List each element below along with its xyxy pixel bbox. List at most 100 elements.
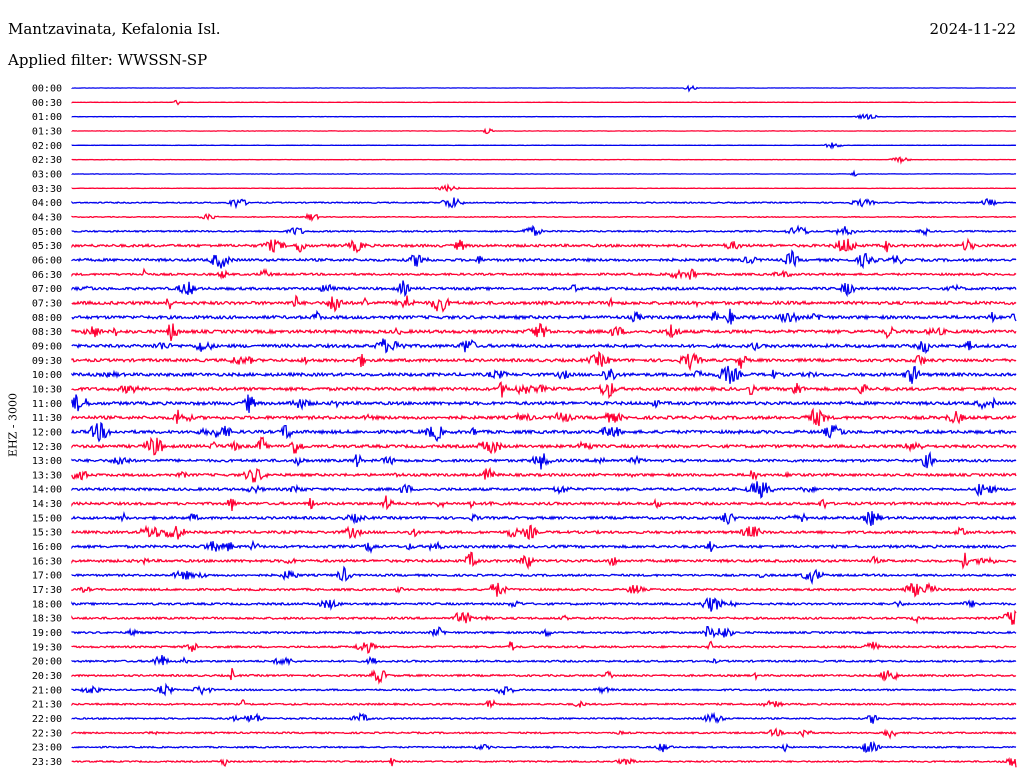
time-label: 14:30 — [32, 499, 62, 510]
time-label: 15:30 — [32, 528, 62, 539]
seismic-trace — [71, 84, 1016, 93]
seismic-trace — [71, 197, 1017, 210]
time-label: 21:30 — [32, 700, 62, 711]
time-label: 15:00 — [32, 513, 62, 524]
seismic-trace — [71, 156, 1017, 165]
seismic-trace — [71, 407, 1017, 427]
seismic-trace — [71, 565, 1017, 586]
seismic-trace — [71, 394, 1017, 413]
seismic-trace — [71, 582, 1017, 598]
time-label: 14:00 — [32, 485, 62, 496]
time-label: 23:30 — [32, 757, 62, 768]
time-label: 11:00 — [32, 399, 62, 410]
time-label: 19:00 — [32, 628, 62, 639]
time-label: 17:00 — [32, 571, 62, 582]
seismic-trace — [71, 350, 1017, 372]
seismic-trace — [71, 212, 1017, 222]
time-label: 04:00 — [32, 198, 62, 209]
date-label: 2024-11-22 — [929, 20, 1016, 38]
seismic-trace — [71, 682, 1017, 697]
seismic-trace — [71, 322, 1017, 342]
seismic-trace — [71, 280, 1017, 298]
seismic-trace — [71, 338, 1017, 355]
time-label: 22:30 — [32, 728, 62, 739]
time-label: 05:30 — [32, 241, 62, 252]
time-label: 09:30 — [32, 356, 62, 367]
time-label: 17:30 — [32, 585, 62, 596]
time-label: 21:00 — [32, 685, 62, 696]
time-label: 19:30 — [32, 642, 62, 653]
seismic-trace — [71, 625, 1017, 639]
seismic-trace — [71, 481, 1017, 499]
seismic-trace — [71, 237, 1017, 254]
seismic-trace — [71, 267, 1017, 280]
seismic-trace — [71, 224, 1017, 237]
time-label: 06:30 — [32, 270, 62, 281]
seismic-trace — [71, 711, 1017, 724]
seismic-trace — [71, 183, 1017, 193]
seismic-trace — [71, 609, 1017, 625]
seismic-trace — [71, 668, 1017, 685]
seismic-trace — [71, 127, 1017, 135]
seismic-trace — [71, 524, 1017, 541]
time-label: 23:00 — [32, 743, 62, 754]
time-label: 11:30 — [32, 413, 62, 424]
seismic-trace — [71, 365, 1017, 384]
station-title: Mantzavinata, Kefalonia Isl. — [8, 20, 221, 38]
time-label: 22:00 — [32, 714, 62, 725]
seismic-trace — [71, 381, 1017, 400]
seismic-trace — [71, 421, 1017, 443]
seismic-trace — [71, 551, 1017, 570]
time-label: 00:00 — [32, 84, 62, 95]
seismic-trace — [71, 756, 1017, 768]
time-label: 10:00 — [32, 370, 62, 381]
time-label: 02:30 — [32, 155, 62, 166]
time-label: 18:30 — [32, 614, 62, 625]
seismic-trace — [71, 511, 1017, 526]
seismic-trace — [71, 294, 1017, 313]
seismic-trace — [71, 451, 1017, 470]
seismic-trace — [71, 495, 1017, 511]
time-label: 20:30 — [32, 671, 62, 682]
time-label: 03:00 — [32, 169, 62, 180]
time-label: 13:00 — [32, 456, 62, 467]
time-label: 10:30 — [32, 384, 62, 395]
seismic-trace — [71, 169, 1017, 177]
time-label: 08:30 — [32, 327, 62, 338]
time-label: 13:30 — [32, 470, 62, 481]
time-label: 02:00 — [32, 141, 62, 152]
filter-label: Applied filter: WWSSN-SP — [8, 51, 208, 69]
time-label: 07:00 — [32, 284, 62, 295]
seismic-trace — [71, 699, 1017, 709]
time-label: 12:00 — [32, 427, 62, 438]
seismic-trace — [71, 249, 1017, 270]
seismic-trace — [71, 142, 1017, 150]
time-label: 01:00 — [32, 112, 62, 123]
time-label: 20:00 — [32, 657, 62, 668]
time-label: 09:00 — [32, 341, 62, 352]
seismic-trace — [71, 436, 1017, 456]
seismic-trace — [71, 640, 1017, 654]
time-label: 16:00 — [32, 542, 62, 553]
time-label: 12:30 — [32, 442, 62, 453]
time-label: 08:00 — [32, 313, 62, 324]
time-label: 06:00 — [32, 255, 62, 266]
seismic-trace — [71, 597, 1017, 612]
time-label: 03:30 — [32, 184, 62, 195]
seismic-trace — [71, 740, 1017, 754]
time-label: 01:30 — [32, 126, 62, 137]
seismic-trace — [71, 466, 1017, 483]
time-label: 04:30 — [32, 212, 62, 223]
seismic-trace — [71, 99, 1016, 106]
time-label: 07:30 — [32, 298, 62, 309]
time-label: 18:00 — [32, 599, 62, 610]
time-label: 00:30 — [32, 98, 62, 109]
seismic-trace — [71, 727, 1017, 740]
time-label: 16:30 — [32, 556, 62, 567]
seismic-trace — [71, 113, 1017, 121]
seismic-trace — [71, 539, 1017, 555]
seismic-trace — [71, 655, 1017, 667]
time-label: 05:00 — [32, 227, 62, 238]
seismic-trace — [71, 308, 1017, 325]
